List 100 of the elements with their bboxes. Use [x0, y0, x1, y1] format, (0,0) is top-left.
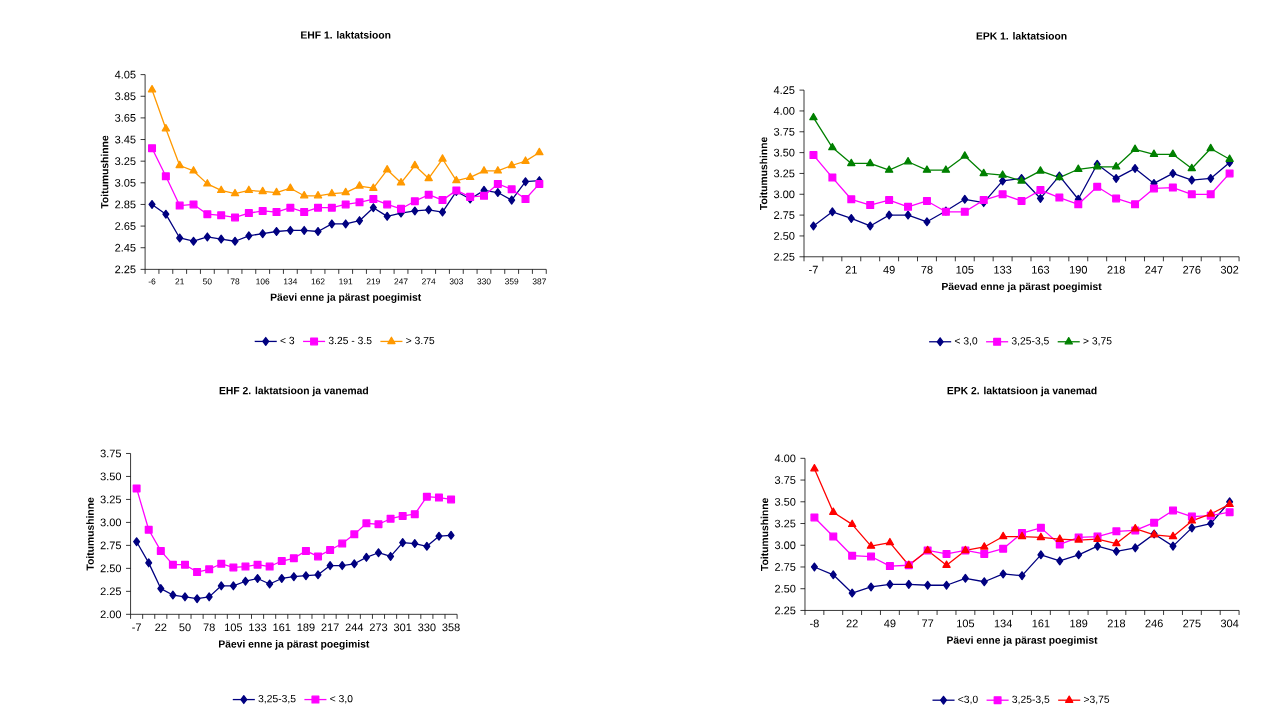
x-tick-label: 387 [532, 278, 546, 285]
x-tick-label: 77 [922, 619, 934, 628]
x-tick-label: 106 [256, 278, 270, 285]
chart-title: EPK 1. laktatsioon [976, 32, 1067, 40]
x-tick-label: -7 [809, 265, 818, 274]
y-tick-label: 3.25 [100, 495, 122, 504]
legend-label: < 3,0 [954, 337, 978, 346]
x-tick-label: 49 [884, 619, 896, 628]
x-tick-label: 218 [1107, 619, 1126, 628]
y-tick-label: 2.25 [115, 265, 136, 274]
x-tick-label: 134 [994, 619, 1012, 628]
y-axis-title: Toitumushinne [100, 135, 109, 209]
y-tick-label: 3.75 [773, 127, 795, 136]
x-tick-label: 50 [179, 623, 191, 632]
chart-title: EHF 1. laktatsioon [301, 31, 391, 39]
x-tick-label: 189 [297, 623, 315, 632]
x-tick-label: 49 [883, 265, 895, 274]
y-tick-label: 3.25 [774, 519, 796, 528]
legend-label: 3.25 - 3.5 [328, 336, 372, 345]
y-tick-label: 2.50 [100, 564, 122, 573]
x-tick-label: 78 [203, 623, 215, 632]
legend-label: <3,0 [958, 695, 978, 705]
x-tick-label: 247 [394, 278, 408, 285]
x-tick-label: 359 [504, 278, 519, 285]
x-tick-label: -8 [810, 619, 819, 628]
y-tick-label: 4.05 [114, 70, 136, 79]
x-tick-label: 78 [921, 265, 933, 274]
x-tick-label: 161 [1032, 619, 1050, 628]
y-tick-label: 4.00 [773, 107, 795, 115]
legend-label: > 3.75 [406, 336, 435, 345]
y-tick-label: 2.25 [775, 606, 796, 615]
legend-label: < 3 [280, 336, 295, 345]
x-tick-label: 217 [321, 623, 339, 632]
y-tick-label: 2.65 [115, 222, 136, 230]
x-tick-label: 246 [1145, 619, 1163, 628]
x-axis-title: Päevi enne ja pärast poegimist [218, 640, 370, 650]
x-tick-label: 302 [1220, 265, 1239, 274]
y-tick-label: 2.50 [775, 584, 796, 593]
y-axis-title: Toitumushinne [760, 498, 769, 571]
y-tick-label: 2.75 [100, 541, 122, 550]
x-tick-label: 275 [1183, 619, 1201, 628]
x-tick-label: 358 [442, 623, 460, 632]
x-tick-label: 190 [1069, 265, 1088, 274]
x-tick-label: 218 [1107, 265, 1125, 274]
y-tick-label: 4.00 [774, 454, 796, 463]
legend-label: > 3,75 [1083, 337, 1112, 346]
y-tick-label: 3.75 [100, 449, 122, 458]
x-tick-label: 50 [203, 278, 212, 285]
legend-label: 3,25-3,5 [258, 694, 296, 704]
legend-label: 3,25-3,5 [1011, 337, 1049, 346]
x-tick-label: -6 [148, 278, 156, 285]
x-tick-label: 78 [230, 278, 240, 285]
legend-label: 3,25-3,5 [1012, 695, 1050, 705]
y-tick-label: 3.25 [773, 169, 795, 178]
x-tick-label: 22 [155, 623, 167, 632]
x-tick-label: 189 [1070, 619, 1088, 628]
y-tick-label: 3.65 [115, 113, 136, 122]
x-tick-label: 105 [957, 619, 975, 628]
y-tick-label: 3.50 [100, 472, 122, 481]
x-tick-label: 247 [1145, 265, 1163, 274]
x-tick-label: 133 [249, 623, 267, 632]
x-tick-label: 330 [418, 623, 436, 632]
y-tick-label: 3.75 [774, 476, 796, 484]
x-tick-label: 133 [994, 265, 1012, 274]
y-axis-title: Toitumushinne [759, 137, 768, 210]
y-tick-label: 3.05 [115, 178, 136, 187]
y-tick-label: 3.45 [115, 135, 136, 144]
y-tick-label: 3.85 [115, 92, 136, 101]
legend-label: >3,75 [1083, 695, 1110, 705]
x-tick-label: 274 [422, 278, 436, 285]
x-tick-label: 105 [225, 623, 243, 632]
x-tick-label: 303 [449, 278, 463, 285]
x-tick-label: 134 [283, 278, 298, 285]
x-tick-label: 219 [366, 278, 380, 285]
y-tick-label: 3.00 [773, 190, 795, 199]
x-tick-label: 301 [393, 623, 412, 632]
x-tick-label: 276 [1183, 265, 1201, 274]
y-tick-label: 2.25 [774, 252, 795, 261]
y-tick-label: 3.00 [100, 518, 122, 527]
legend-label: < 3,0 [330, 694, 353, 704]
x-tick-label: 163 [1032, 265, 1050, 274]
x-axis-title: Päevad enne ja pärast poegimist [942, 282, 1102, 293]
x-tick-label: 105 [956, 265, 974, 274]
x-tick-label: 161 [273, 623, 291, 632]
chart-title: EHF 2. laktatsioon ja vanemad [219, 386, 369, 397]
y-tick-label: 2.45 [115, 243, 136, 252]
x-axis-title: Päevi enne ja pärast poegimist [270, 293, 422, 303]
x-tick-label: -7 [132, 623, 141, 631]
y-tick-label: 2.25 [100, 587, 122, 596]
y-tick-label: 2.75 [774, 211, 795, 219]
chart-title: EPK 2. laktatsioon ja vanemad [947, 386, 1097, 397]
y-tick-label: 4.25 [773, 86, 795, 94]
x-tick-label: 21 [175, 278, 184, 285]
y-tick-label: 3.25 [115, 157, 136, 166]
y-tick-label: 3.50 [774, 497, 796, 506]
x-tick-label: 162 [311, 278, 325, 285]
y-axis-title: Toitumushinne [86, 497, 94, 571]
x-tick-label: 21 [845, 265, 857, 274]
x-tick-label: 22 [846, 619, 858, 628]
x-tick-label: 244 [345, 623, 364, 632]
